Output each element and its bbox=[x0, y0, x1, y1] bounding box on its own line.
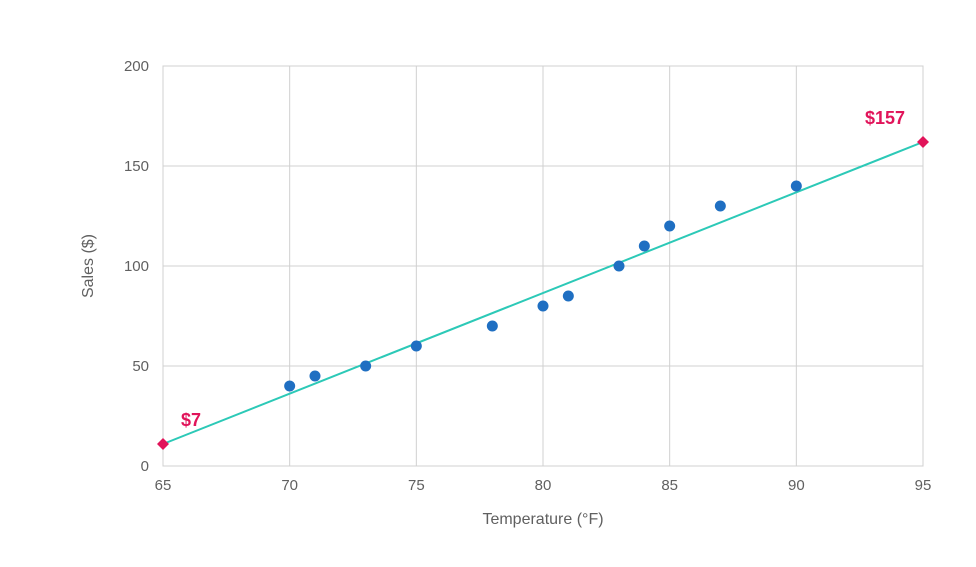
y-axis-label: Sales ($) bbox=[80, 234, 97, 298]
x-tick-label: 95 bbox=[915, 477, 932, 494]
y-tick-label: 150 bbox=[124, 158, 149, 175]
data-point bbox=[538, 301, 549, 312]
data-point bbox=[791, 181, 802, 192]
y-tick-label: 50 bbox=[132, 358, 149, 375]
endpoint-label: $157 bbox=[865, 108, 905, 128]
x-tick-label: 85 bbox=[661, 477, 678, 494]
x-tick-label: 90 bbox=[788, 477, 805, 494]
data-point bbox=[563, 291, 574, 302]
data-point bbox=[614, 261, 625, 272]
data-point bbox=[284, 381, 295, 392]
data-point bbox=[487, 321, 498, 332]
scatter-chart: 65 70 75 80 85 90 95 0 50 100 150 200 $7 $157 Temperat… bbox=[0, 0, 976, 567]
y-tick-label: 200 bbox=[124, 58, 149, 75]
data-point bbox=[664, 221, 675, 232]
chart-container: 65 70 75 80 85 90 95 0 50 100 150 200 $7 $157 Temperat… bbox=[0, 0, 976, 567]
data-point bbox=[715, 201, 726, 212]
data-point bbox=[639, 241, 650, 252]
data-point bbox=[310, 371, 321, 382]
endpoint-label: $7 bbox=[181, 410, 201, 430]
x-tick-label: 80 bbox=[535, 477, 552, 494]
x-axis-label: Temperature (°F) bbox=[482, 511, 603, 528]
y-tick-label: 100 bbox=[124, 258, 149, 275]
y-tick-label: 0 bbox=[141, 458, 149, 475]
x-tick-label: 75 bbox=[408, 477, 425, 494]
data-point bbox=[360, 361, 371, 372]
x-tick-label: 70 bbox=[281, 477, 298, 494]
x-tick-label: 65 bbox=[155, 477, 172, 494]
data-point bbox=[411, 341, 422, 352]
